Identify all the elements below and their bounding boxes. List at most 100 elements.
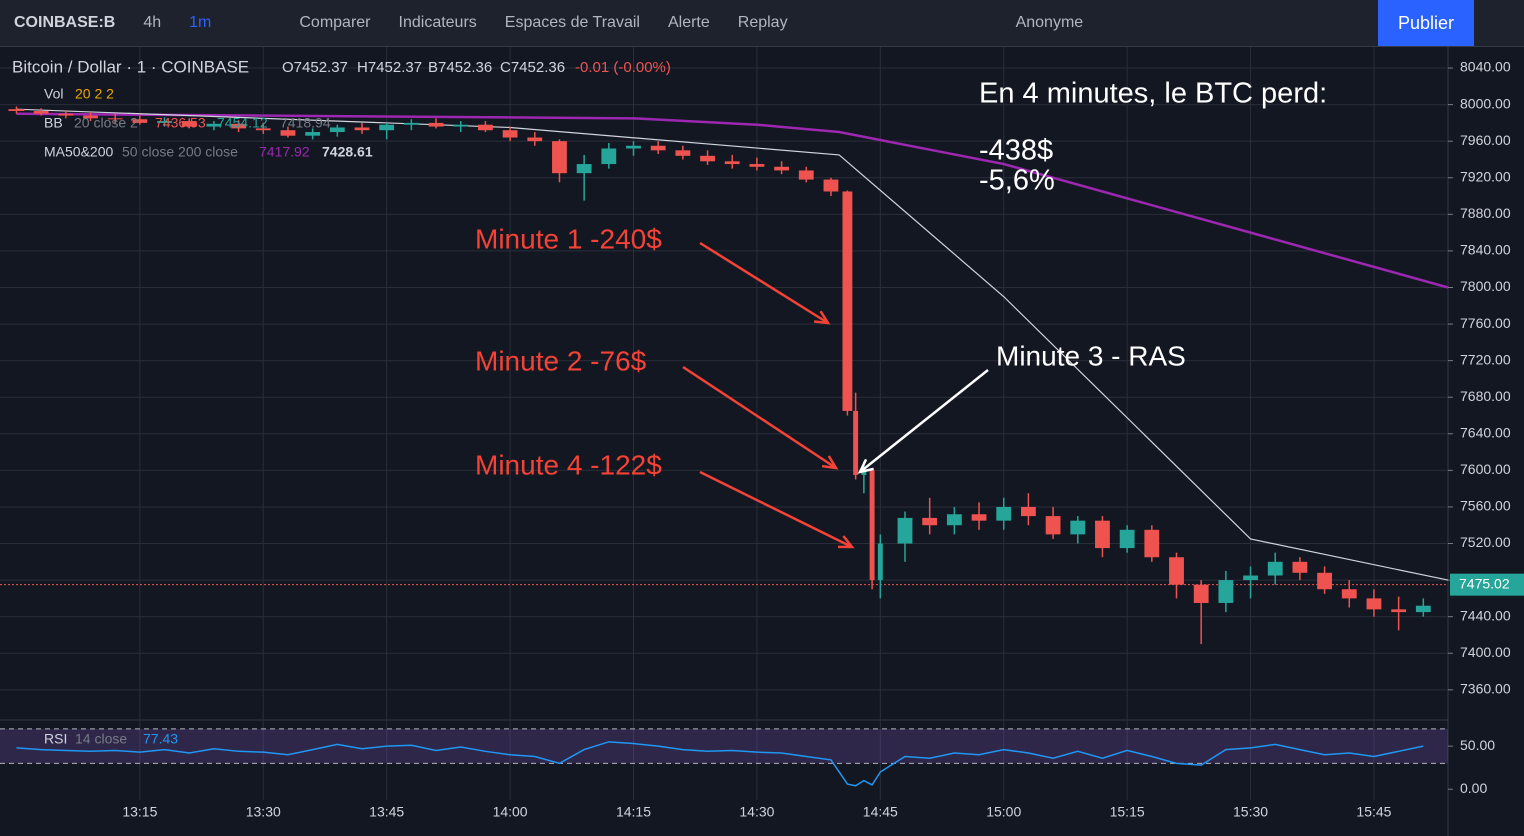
candle-body (1119, 529, 1135, 549)
annotation: Minute 2 -76$ (475, 345, 647, 376)
legend-text: 7428.61 (322, 144, 373, 160)
candle-body (774, 166, 789, 171)
arrow-head (837, 535, 855, 549)
candle-body (1366, 598, 1382, 610)
price-axis (1448, 47, 1524, 836)
candle-body (1243, 575, 1258, 581)
candle-body (1045, 516, 1061, 535)
legend-text: 7454.12 (217, 115, 268, 131)
legend-text: 20 2 2 (75, 86, 114, 102)
rsi-tick-label: 0.00 (1460, 780, 1487, 796)
y-tick-label: 7880.00 (1460, 205, 1511, 221)
tool[interactable]: Espaces de Travail (504, 14, 640, 31)
candle-body (996, 506, 1012, 521)
candle-body (132, 119, 148, 123)
legend-text: 7418.94 (280, 115, 331, 131)
legend-text: B7452.36 (428, 59, 492, 76)
candle-body (329, 127, 345, 133)
rsi-band (0, 728, 1448, 764)
legend-text: C7452.36 (500, 59, 565, 76)
candle-body (946, 514, 962, 526)
candle-body (1267, 561, 1283, 576)
moving-average (16, 108, 1449, 581)
y-tick-label: 7760.00 (1460, 315, 1511, 331)
x-tick-label: 14:15 (616, 804, 651, 820)
x-tick-label: 13:30 (246, 804, 281, 820)
arrow-head (857, 458, 874, 474)
candle-body (971, 514, 987, 521)
candle-body (1144, 529, 1160, 558)
candle-body (157, 121, 172, 123)
moving-average (16, 112, 1449, 289)
legend-text: 20 close 2 (74, 115, 138, 131)
candle-body (403, 122, 419, 125)
legend-text: MA50&200 (44, 144, 113, 160)
candle-body (305, 132, 321, 136)
tool[interactable]: Replay (737, 14, 788, 31)
x-tick-label: 14:00 (493, 804, 528, 820)
legend-text: Vol (44, 86, 63, 102)
x-tick-label: 14:30 (739, 804, 774, 820)
rsi-line (16, 741, 1424, 787)
x-tick-label: 15:45 (1356, 804, 1391, 820)
candle-body (231, 123, 246, 129)
candle-body (107, 118, 123, 120)
y-tick-label: 7440.00 (1460, 607, 1511, 623)
annotation: En 4 minutes, le BTC perd: (979, 78, 1327, 110)
annotation: Minute 3 - RAS (996, 340, 1186, 371)
y-tick-label: 7800.00 (1460, 278, 1511, 294)
candle-body (749, 164, 765, 167)
candle-body (58, 113, 74, 116)
candle-body (1070, 520, 1086, 535)
candle-body (798, 170, 814, 180)
arrow (859, 369, 989, 473)
candle-body (626, 145, 641, 149)
toolbar: COINBASE:B 4h 1m Comparer Indicateurs Es… (0, 0, 1524, 47)
symbol[interactable]: COINBASE:B (14, 14, 116, 31)
x-tick-label: 15:30 (1233, 804, 1268, 820)
legend-text: 14 close (75, 731, 127, 747)
candle-body (869, 470, 875, 581)
y-tick-label: 7920.00 (1460, 168, 1511, 184)
arrow-head (821, 455, 839, 470)
annotation: Minute 4 -122$ (475, 449, 662, 480)
candle-body (861, 470, 867, 475)
candle-body (853, 410, 859, 475)
candle-body (1169, 557, 1184, 585)
x-tick-label: 13:45 (369, 804, 404, 820)
candle-body (428, 122, 444, 127)
candle-body (8, 109, 25, 112)
candle-body (280, 130, 296, 136)
y-tick-label: 7720.00 (1460, 351, 1511, 367)
candle-body (842, 191, 853, 411)
candle-body (922, 517, 938, 526)
chart: 8040.00 8000.00 7960.00 7920.00 7880.00 7840.… (0, 47, 1524, 836)
candle-body (181, 121, 197, 127)
interval[interactable]: 4h (143, 14, 162, 31)
last-price-label: 7475.02 (1459, 575, 1510, 591)
interval[interactable]: 1m (189, 14, 212, 31)
publish-button[interactable]: Publier (1378, 0, 1474, 46)
y-tick-label: 8000.00 (1460, 95, 1511, 111)
candle-body (527, 137, 543, 142)
legend-text: O7452.37 (282, 59, 348, 76)
user[interactable]: Anonyme (1015, 14, 1084, 31)
y-tick-label: 7400.00 (1460, 644, 1511, 660)
candle-body (552, 141, 567, 174)
tool[interactable]: Indicateurs (398, 14, 477, 31)
tool[interactable]: Alerte (667, 14, 710, 31)
candle-body (255, 128, 271, 131)
y-tick-label: 7640.00 (1460, 424, 1511, 440)
candle-body (1292, 561, 1308, 573)
tool[interactable]: Comparer (299, 14, 371, 31)
candle-body (354, 127, 370, 131)
candle-body (33, 111, 49, 114)
candle-body (897, 517, 913, 544)
legend-text: Bitcoin / Dollar · 1 · COINBASE (12, 57, 249, 76)
candle-body (700, 155, 715, 162)
x-tick-label: 13:15 (122, 804, 157, 820)
y-tick-label: 7520.00 (1460, 534, 1511, 550)
y-tick-label: 7840.00 (1460, 242, 1511, 258)
candle-body (379, 124, 395, 131)
